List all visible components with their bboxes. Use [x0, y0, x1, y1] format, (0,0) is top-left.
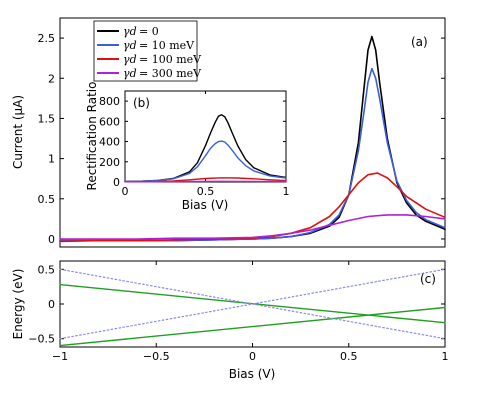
panel-a-y-tick-label: 0: [48, 233, 55, 246]
panel-c-series-line-1: [59, 306, 446, 347]
panel-c-x-tick-label: 1: [442, 350, 449, 363]
panel-c-energy: −0.5 0 0.5 −1 −0.5 0 0.5 1 Energy (eV) Bias (V)…: [11, 260, 449, 381]
panel-b-y-axis-label: Rectification Ratio: [85, 82, 99, 191]
legend-symbol: γd: [123, 67, 137, 80]
panel-b-y-tick-label: 400: [99, 136, 120, 149]
legend-value: = 10 meV: [139, 39, 195, 52]
panel-b-y-tick-label: 0: [113, 176, 120, 189]
legend-value: = 100 meV: [139, 53, 202, 66]
panel-c-x-tick-label: 0.5: [340, 350, 358, 363]
legend: γd = 0 γd = 10 meV γd = 100 meV γd = 300…: [93, 20, 202, 82]
panel-a-y-tick-label: 2.5: [38, 32, 56, 45]
panel-c-y-tick-label: 0: [48, 298, 55, 311]
legend-entry-gamma-0: γd = 0: [97, 25, 159, 38]
panel-a-series-line-2: [59, 172, 446, 243]
panel-c-y-tick-label: 0.5: [38, 263, 56, 276]
legend-value: = 0: [139, 25, 159, 38]
panel-c-series-line-3: [59, 268, 446, 340]
panel-a-series-lines: [59, 35, 446, 243]
panel-b-x-tick-label: 1: [283, 185, 290, 198]
panel-b-x-tick-label: 0.5: [197, 185, 215, 198]
panel-c-ticks: −0.5 0 0.5 −1 −0.5 0 0.5 1: [28, 261, 449, 363]
panel-c-x-tick-label: 0: [249, 350, 256, 363]
panel-b-series-line-3: [124, 180, 287, 183]
panel-c-x-tick-label: −0.5: [143, 350, 170, 363]
legend-entry-gamma-100: γd = 100 meV: [97, 53, 202, 66]
panel-b-inset-rectification: 0 200 400 600 800 0 0.5 1 Rectification Ratio B…: [85, 82, 290, 212]
panel-a-y-tick-label: 1: [48, 153, 55, 166]
panel-a-y-ticks: 0 0.5 1 1.5 2 2.5: [38, 32, 445, 246]
panel-b-y-tick-label: 800: [99, 95, 120, 108]
panel-b-series-lines: [124, 114, 287, 183]
legend-symbol: γd: [123, 25, 137, 38]
legend-symbol: γd: [123, 39, 137, 52]
panel-b-ticks: 0 200 400 600 800 0 0.5 1: [99, 91, 290, 198]
panel-a-label: (a): [411, 35, 428, 49]
panel-b-y-tick-label: 600: [99, 115, 120, 128]
legend-entry-gamma-10: γd = 10 meV: [97, 39, 195, 52]
panel-b-series-line-1: [124, 140, 287, 183]
panel-c-x-axis-label: Bias (V): [229, 367, 276, 381]
panel-c-x-tick-label: −1: [52, 350, 68, 363]
panel-b-label: (b): [133, 96, 150, 110]
panel-a-y-tick-label: 1.5: [38, 112, 56, 125]
panel-b-frame: [124, 90, 287, 183]
legend-entry-gamma-300: γd = 300 meV: [97, 67, 202, 80]
legend-symbol: γd: [123, 53, 137, 66]
panel-c-series-lines: [59, 268, 446, 347]
panel-b-x-tick-label: 0: [122, 185, 129, 198]
panel-a-series-line-3: [59, 214, 446, 240]
panel-c-y-axis-label: Energy (eV): [11, 269, 25, 340]
panel-a-y-tick-label: 2: [48, 72, 55, 85]
panel-a-y-axis-label: Current (μA): [11, 95, 25, 169]
legend-value: = 300 meV: [139, 67, 202, 80]
panel-b-x-axis-label: Bias (V): [182, 198, 229, 212]
panel-c-y-tick-label: −0.5: [28, 333, 55, 346]
panel-c-label: (c): [420, 272, 436, 286]
panel-b-y-tick-label: 200: [99, 156, 120, 169]
panel-a-y-tick-label: 0.5: [38, 193, 56, 206]
